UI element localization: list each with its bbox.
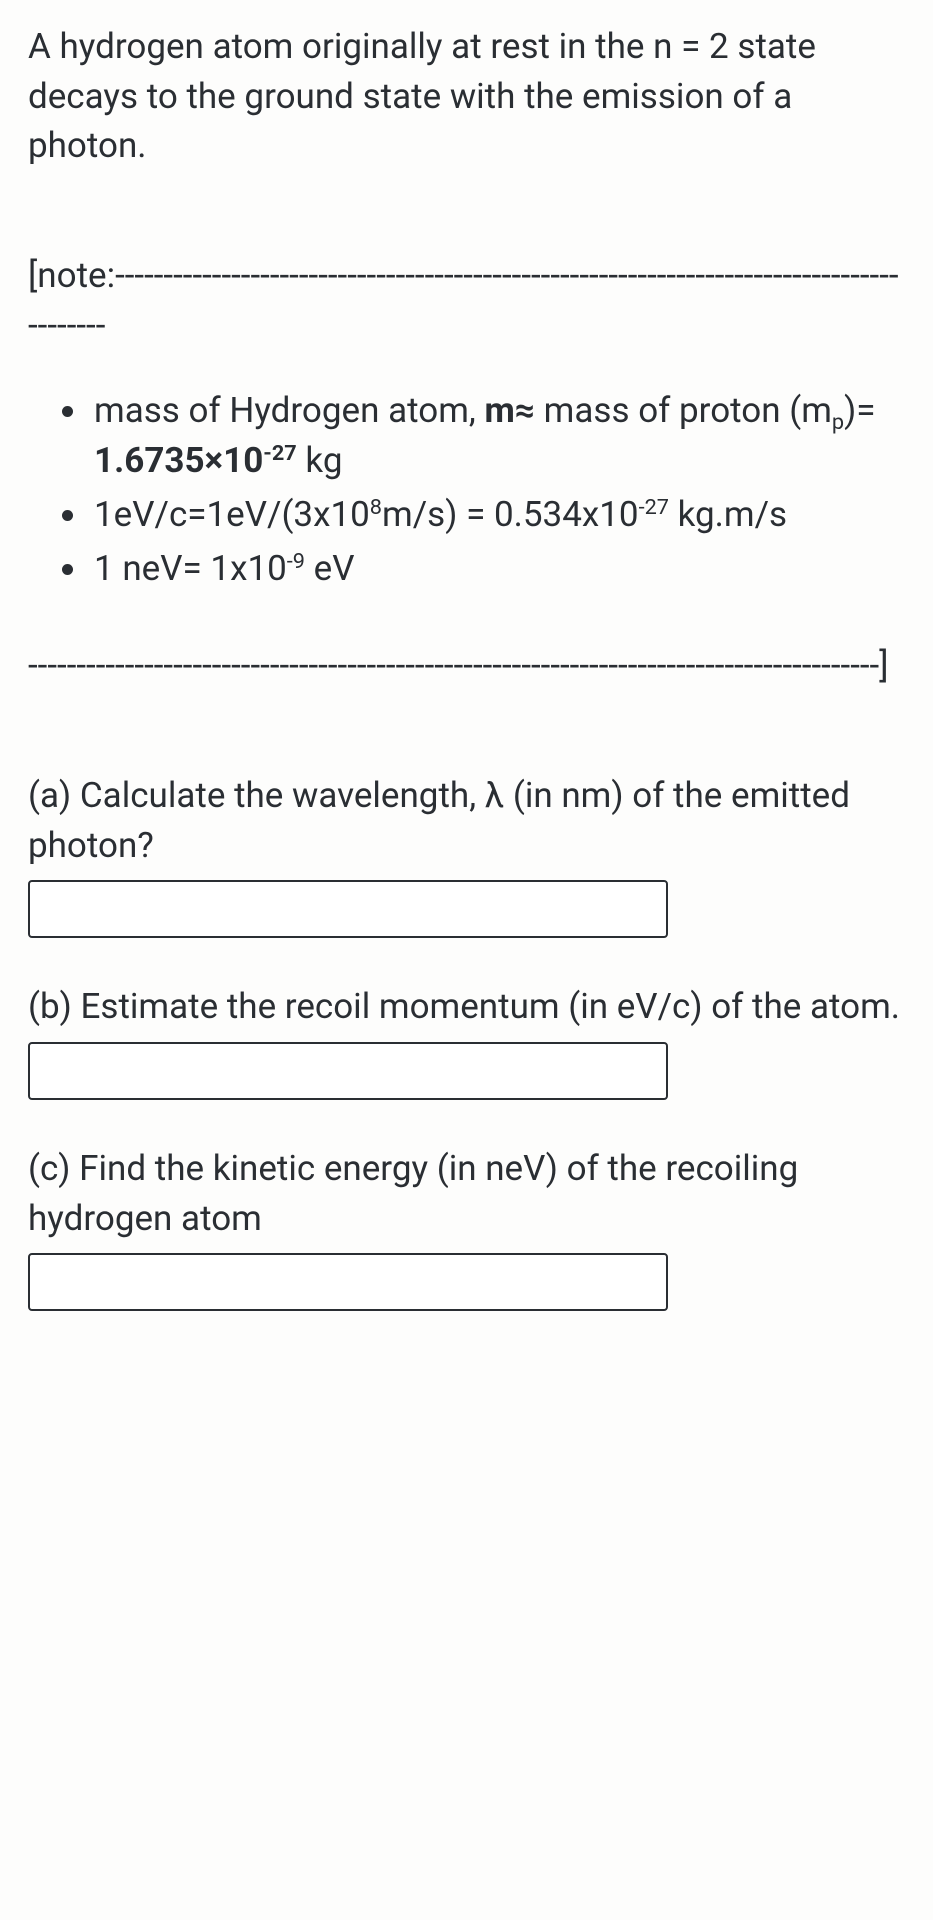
note1-m-approx: m≈ [484, 390, 535, 431]
spacer [28, 701, 905, 771]
note1-sub-p: p [832, 410, 844, 435]
spacer [28, 938, 905, 982]
note-header: [note:----------------------------------… [28, 251, 905, 350]
intro-paragraph: A hydrogen atom originally at rest in th… [28, 22, 905, 171]
note-open-label: [note: [28, 255, 115, 296]
question-b: (b) Estimate the recoil momentum (in eV/… [28, 982, 905, 1032]
note2-mid: m/s) = 0.534x10 [382, 494, 639, 535]
question-c: (c) Find the kinetic energy (in neV) of … [28, 1144, 905, 1243]
note1-post: kg [297, 440, 343, 481]
spacer [28, 360, 905, 386]
spacer [28, 181, 905, 251]
note2-exp-neg27: -27 [639, 495, 669, 520]
dash-line-open: ----------------------------------------… [28, 255, 899, 346]
note1-value-exp: -27 [263, 441, 296, 466]
note2-exp8: 8 [370, 495, 382, 520]
answer-a-input[interactable] [28, 880, 668, 938]
spacer [28, 597, 905, 641]
note3-exp: -9 [287, 549, 305, 574]
note2-pre: 1eV/c=1eV/(3x10 [94, 494, 370, 535]
note-close-label: ] [879, 645, 888, 686]
note1-mid1: mass of proton (m [535, 390, 832, 431]
dash-line-close: ----------------------------------------… [28, 645, 879, 686]
note1-mid2: )= [844, 390, 875, 431]
question-page: A hydrogen atom originally at rest in th… [0, 0, 933, 1920]
note-item-nev: 1 neV= 1x10-9 eV [90, 544, 905, 594]
note3-post: eV [305, 548, 355, 589]
note-item-mass: mass of Hydrogen atom, m≈ mass of proton… [90, 386, 905, 485]
note3-pre: 1 neV= 1x10 [94, 548, 287, 589]
note-item-evc: 1eV/c=1eV/(3x108m/s) = 0.534x10-27 kg.m/… [90, 490, 905, 540]
spacer [28, 1100, 905, 1144]
notes-list: mass of Hydrogen atom, m≈ mass of proton… [28, 386, 905, 593]
note2-post: kg.m/s [669, 494, 787, 535]
note1-pre: mass of Hydrogen atom, [94, 390, 484, 431]
answer-b-input[interactable] [28, 1042, 668, 1100]
note1-value-main: 1.6735×10 [94, 440, 263, 481]
note-footer: ----------------------------------------… [28, 641, 905, 691]
question-a: (a) Calculate the wavelength, λ (in nm) … [28, 771, 905, 870]
answer-c-input[interactable] [28, 1253, 668, 1311]
